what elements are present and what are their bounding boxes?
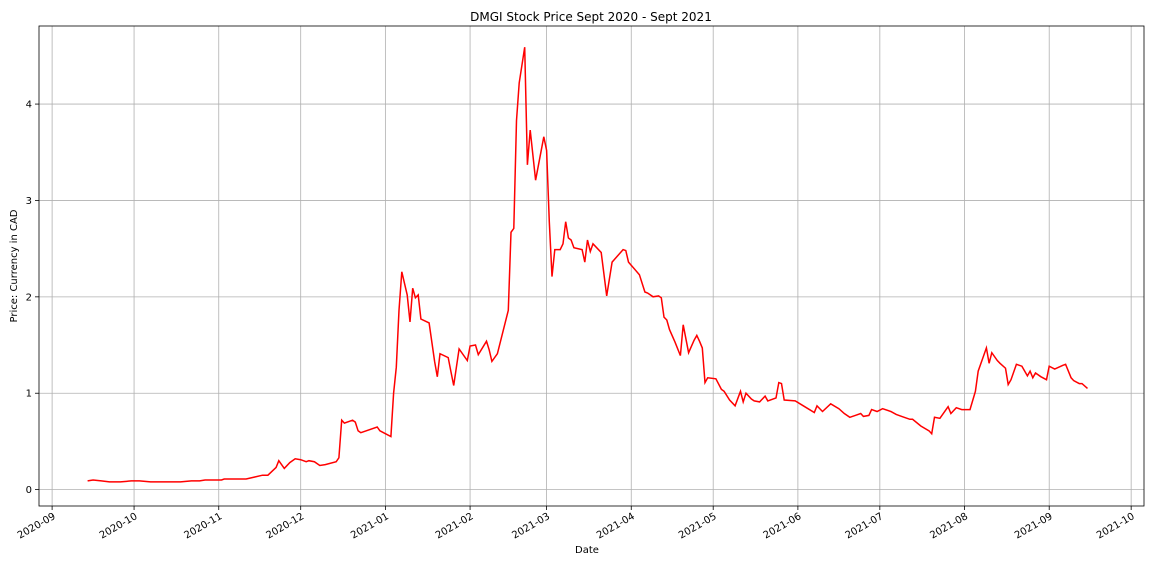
price-line: [87, 47, 1088, 483]
y-tick-label: 1: [26, 389, 32, 400]
y-tick-label: 0: [26, 485, 32, 496]
x-axis-label: Date: [575, 545, 599, 556]
y-tick-label: 2: [26, 292, 32, 303]
x-tick-label: 2021-05: [677, 511, 719, 541]
plot-frame: [38, 25, 1145, 507]
x-tick-label: 2021-03: [510, 511, 552, 541]
x-tick-label: 2021-01: [349, 511, 391, 541]
x-tick-label: 2021-04: [595, 511, 637, 541]
x-tick-label: 2020-12: [265, 511, 307, 541]
x-tick-label: 2020-10: [98, 511, 140, 541]
x-tick-label: 2021-07: [844, 511, 886, 541]
x-tick-label: 2020-11: [183, 511, 225, 541]
y-tick-label: 4: [26, 100, 32, 111]
x-tick-label: 2021-02: [434, 511, 476, 541]
x-tick-label: 2021-09: [1013, 511, 1055, 541]
y-tick-label: 3: [26, 196, 32, 207]
x-tick-label: 2021-06: [762, 511, 804, 541]
y-axis-label: Price: Currency in CAD: [9, 209, 20, 322]
x-tick-label: 2021-08: [928, 511, 970, 541]
x-tick-label: 2021-10: [1095, 511, 1137, 541]
chart-title: DMGI Stock Price Sept 2020 - Sept 2021: [470, 10, 712, 24]
x-tick-label: 2020-09: [16, 511, 58, 541]
